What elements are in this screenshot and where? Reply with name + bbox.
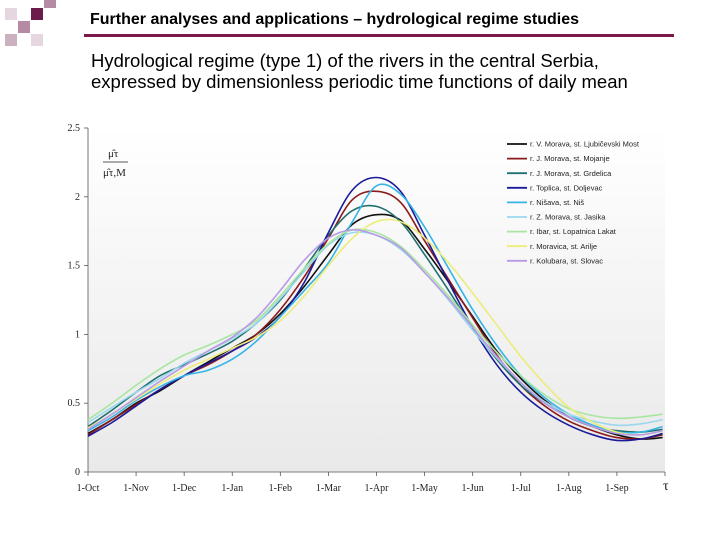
legend-label-2: r. J. Morava, st. Mojanje bbox=[530, 154, 610, 163]
legend-label-3: r. J. Morava, st. Grdelica bbox=[530, 169, 612, 178]
y-label-denominator: μ̂τ,M bbox=[103, 167, 126, 179]
x-axis-label: τ bbox=[663, 479, 669, 494]
decor-square-mid bbox=[44, 0, 56, 8]
x-tick-label: 1-Jun bbox=[462, 483, 484, 494]
legend-label-7: r. Ibar, st. Lopatnica Lakat bbox=[530, 227, 617, 236]
x-tick-label: 1-Apr bbox=[365, 483, 390, 494]
subtitle-line-1: Hydrological regime (type 1) of the rive… bbox=[91, 50, 599, 71]
decor-square-light bbox=[5, 8, 17, 20]
x-tick-label: 1-Feb bbox=[269, 483, 292, 494]
legend-label-1: r. V. Morava, st. Ljubičevski Most bbox=[530, 140, 640, 149]
x-tick-label: 1-Jul bbox=[511, 483, 531, 494]
x-tick-label: 1-Sep bbox=[605, 483, 628, 494]
y-tick-label: 1.5 bbox=[68, 261, 81, 272]
decor-square-mid bbox=[18, 21, 30, 33]
subtitle-line-2: expressed by dimensionless periodic time… bbox=[91, 71, 628, 92]
x-tick-label: 1-Mar bbox=[316, 483, 342, 494]
decor-square-light bbox=[31, 34, 43, 46]
x-tick-label: 1-Jan bbox=[221, 483, 243, 494]
slide-subtitle: Hydrological regime (type 1) of the rive… bbox=[91, 50, 711, 92]
y-tick-label: 0.5 bbox=[68, 398, 81, 409]
x-tick-label: 1-May bbox=[411, 483, 438, 494]
y-tick-label: 2 bbox=[75, 192, 80, 203]
legend-label-6: r. Z. Morava, st. Jasika bbox=[530, 213, 606, 222]
decor-square-dark bbox=[5, 34, 17, 46]
legend-label-5: r. Nišava, st. Niš bbox=[530, 198, 584, 207]
x-tick-label: 1-Dec bbox=[172, 483, 197, 494]
series-line-7 bbox=[87, 228, 663, 421]
y-label-numerator: μ̂τ bbox=[108, 148, 119, 160]
x-tick-label: 1-Aug bbox=[556, 483, 582, 494]
y-tick-label: 1 bbox=[75, 329, 80, 340]
legend-label-8: r. Moravica, st. Arilje bbox=[530, 242, 597, 251]
y-tick-label: 2.5 bbox=[68, 123, 81, 134]
legend-label-4: r. Toplica, st. Doljevac bbox=[530, 183, 603, 192]
x-tick-label: 1-Nov bbox=[123, 483, 149, 494]
y-axis-label: μ̂τ μ̂τ,M bbox=[103, 148, 128, 179]
x-tick-label: 1-Oct bbox=[77, 483, 100, 494]
y-tick-label: 0 bbox=[75, 467, 80, 478]
header-divider bbox=[84, 34, 674, 37]
legend-label-9: r. Kolubara, st. Slovac bbox=[530, 256, 603, 265]
decor-square-dark bbox=[31, 8, 43, 20]
header-title: Further analyses and applications – hydr… bbox=[90, 11, 580, 28]
series-line-8 bbox=[87, 218, 663, 436]
series-line-9 bbox=[87, 228, 663, 436]
